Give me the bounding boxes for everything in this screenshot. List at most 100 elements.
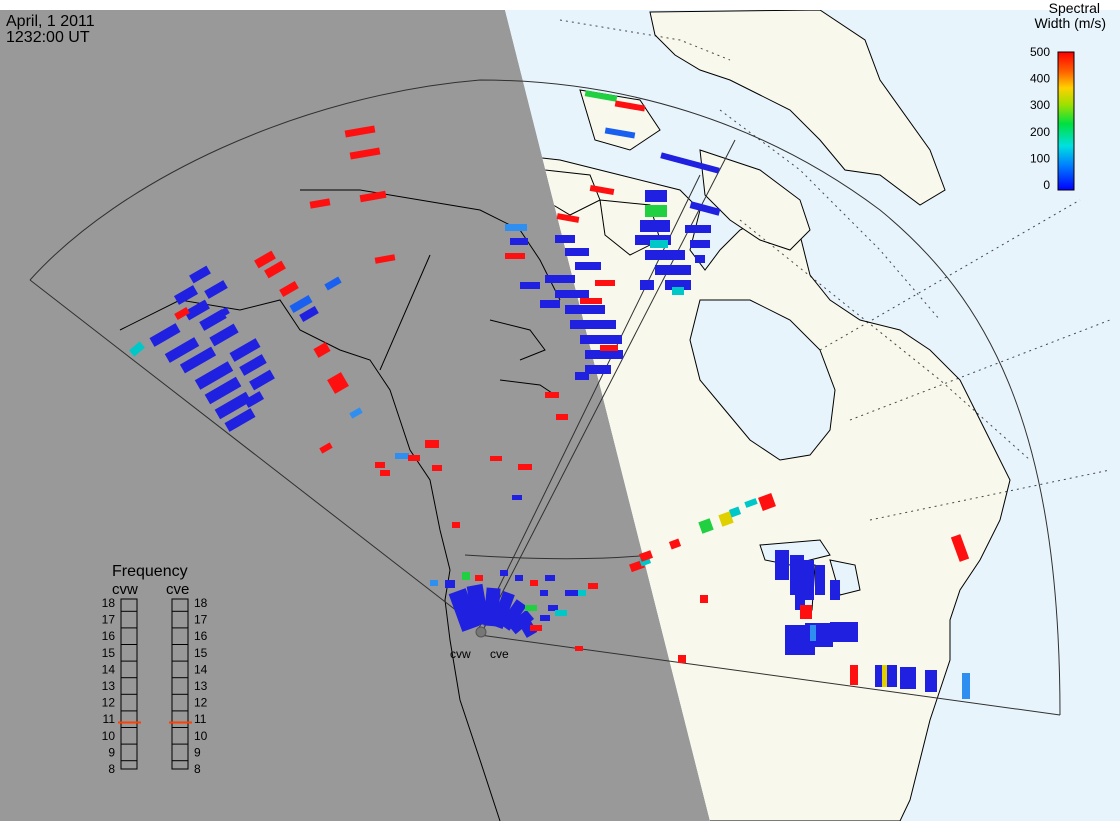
scatter-cell bbox=[173, 285, 199, 305]
scatter-cell bbox=[685, 225, 711, 233]
frequency-tick-left: 13 bbox=[102, 679, 116, 693]
scatter-cell bbox=[660, 152, 720, 174]
date-label: April, 1 2011 bbox=[6, 13, 95, 30]
scatter-cell bbox=[815, 565, 825, 595]
scatter-cell bbox=[545, 275, 575, 283]
frequency-tick-left: 17 bbox=[102, 613, 116, 627]
scatter-cell bbox=[588, 583, 598, 589]
fov-outer-arc bbox=[29, 79, 1061, 716]
scatter-cell bbox=[239, 354, 267, 376]
scatter-cell bbox=[254, 250, 276, 269]
scatter-cell bbox=[545, 575, 555, 581]
canada-border-night bbox=[379, 254, 431, 371]
scatter-cell bbox=[689, 201, 721, 216]
fov-west-edge bbox=[29, 279, 476, 626]
scatter-cell bbox=[499, 599, 527, 631]
scatter-cell bbox=[349, 407, 363, 419]
scatter-cell bbox=[149, 323, 181, 347]
frequency-tick-left: 11 bbox=[103, 712, 116, 726]
frequency-column-right bbox=[171, 598, 189, 770]
scatter-layer bbox=[129, 90, 970, 699]
scatter-cell bbox=[595, 280, 615, 286]
scatter-cell bbox=[655, 265, 691, 275]
frequency-tick-left: 14 bbox=[102, 662, 116, 676]
frequency-tick-right: 11 bbox=[194, 712, 207, 726]
frequency-tick-right: 17 bbox=[194, 613, 208, 627]
scatter-cell bbox=[344, 125, 376, 138]
frequency-title: Frequency bbox=[112, 563, 188, 580]
alaska-coast bbox=[119, 299, 501, 821]
scatter-cell bbox=[490, 456, 502, 461]
scatter-cell bbox=[518, 464, 532, 470]
frequency-ticks: 18 18 17 17 16 16 15 15 14 14 13 13 12 12 11 11 10 10 9 9 8 8 bbox=[102, 596, 208, 776]
scatter-cell bbox=[448, 588, 480, 632]
scatter-cell bbox=[279, 281, 299, 297]
scatter-cell bbox=[214, 306, 230, 321]
radar-label-cve: cve bbox=[490, 647, 509, 661]
fov-center-line-2 bbox=[481, 139, 736, 633]
frequency-column-left bbox=[120, 598, 138, 770]
scatter-cell bbox=[520, 282, 540, 289]
colorbar-tick-label: 500 bbox=[1030, 45, 1050, 59]
scatter-cell bbox=[589, 184, 615, 196]
scatter-cell bbox=[518, 618, 538, 638]
scatter-cell bbox=[580, 335, 622, 344]
scatter-cell bbox=[645, 190, 667, 202]
scatter-cell bbox=[810, 625, 816, 641]
scatter-cell bbox=[800, 605, 812, 619]
scatter-cell bbox=[512, 495, 522, 500]
frequency-tick-left: 10 bbox=[102, 729, 116, 743]
latitude-circle-3 bbox=[739, 219, 1031, 461]
longitude-line-2 bbox=[849, 319, 1111, 421]
scatter-cell bbox=[174, 306, 190, 321]
scatter-cell bbox=[578, 590, 586, 596]
scatter-cell bbox=[555, 610, 567, 616]
scatter-cell bbox=[194, 361, 234, 390]
scatter-cell bbox=[565, 590, 579, 596]
scatter-cell bbox=[507, 609, 535, 635]
scatter-cell bbox=[556, 414, 568, 420]
scatter-cell bbox=[349, 147, 381, 160]
latitude-circle-2 bbox=[719, 109, 941, 321]
scatter-cell bbox=[584, 90, 618, 102]
scatter-cell bbox=[555, 235, 575, 243]
frequency-tick-right: 18 bbox=[194, 596, 208, 610]
scatter-cell bbox=[556, 213, 580, 223]
fov-inner-arc bbox=[464, 554, 651, 560]
frequency-tick-left: 15 bbox=[102, 646, 116, 660]
colorbar-tick-label: 400 bbox=[1030, 72, 1050, 86]
scatter-cell bbox=[614, 100, 646, 112]
scatter-cell bbox=[530, 625, 542, 631]
scatter-cell bbox=[204, 280, 228, 299]
scatter-cell bbox=[452, 522, 460, 528]
colorbar-tick-label: 0 bbox=[1043, 178, 1050, 192]
frequency-tick-right: 13 bbox=[194, 679, 208, 693]
scatter-cell bbox=[950, 534, 970, 562]
scatter-cell bbox=[309, 198, 331, 209]
scatter-cell bbox=[374, 254, 396, 264]
scatter-cell bbox=[327, 372, 349, 394]
scatter-cell bbox=[665, 280, 691, 290]
scatter-cell bbox=[604, 127, 636, 139]
frequency-tick-left: 8 bbox=[108, 762, 115, 776]
scatter-cell bbox=[214, 391, 252, 420]
scatter-cell bbox=[466, 583, 490, 627]
scatter-cell bbox=[432, 465, 442, 471]
scatter-cell bbox=[540, 300, 560, 308]
scatter-cell bbox=[585, 365, 611, 374]
scatter-cell bbox=[575, 262, 601, 270]
scatter-cell bbox=[319, 442, 333, 454]
frequency-tick-left: 12 bbox=[102, 696, 116, 710]
scatter-cell bbox=[645, 250, 685, 260]
colorbar-ticks: 500 400 300 200 100 0 bbox=[1030, 45, 1050, 192]
scatter-cell bbox=[179, 346, 217, 374]
scatter-cell bbox=[775, 550, 789, 580]
scatter-cell bbox=[324, 276, 342, 291]
scatter-cell bbox=[475, 575, 483, 581]
scatter-cell bbox=[375, 462, 385, 468]
scatter-cell bbox=[184, 299, 210, 321]
scatter-cell bbox=[830, 580, 840, 600]
frequency-tick-right: 16 bbox=[194, 629, 208, 643]
scatter-cell bbox=[962, 673, 970, 699]
